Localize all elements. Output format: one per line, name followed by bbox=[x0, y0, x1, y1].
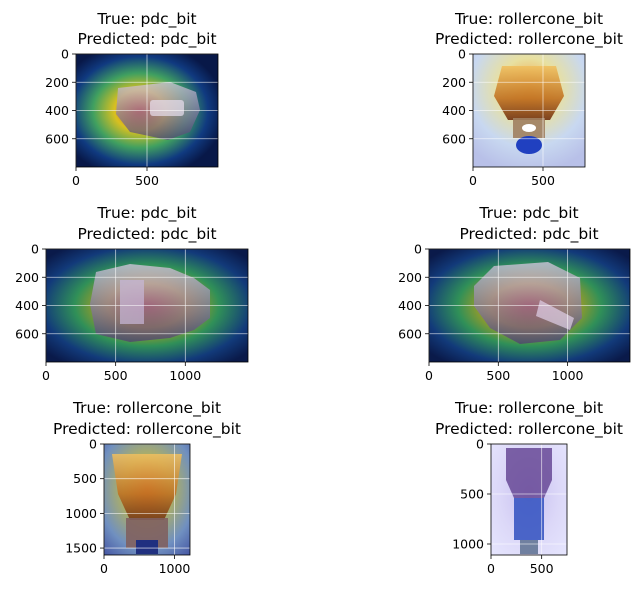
panel-3-x-tick-label-2: 1000 bbox=[169, 368, 201, 383]
panel-3-y-tick-label-3: 600 bbox=[15, 326, 39, 341]
panel-4-y-tick-label-3: 600 bbox=[398, 326, 422, 341]
panel-5-y-tick-label-0: 0 bbox=[89, 437, 97, 452]
panel-2-x-tick-label-0: 0 bbox=[469, 173, 477, 188]
panel-3-y-tick-label-1: 200 bbox=[15, 270, 39, 285]
panel-1-y-tick-label-3: 600 bbox=[45, 131, 69, 146]
panel-6-x-tick-label-0: 0 bbox=[487, 561, 495, 576]
panel-6-frame bbox=[490, 443, 568, 556]
panel-6-y-tick-label-2: 1000 bbox=[452, 537, 484, 552]
panel-5-image bbox=[104, 444, 190, 555]
panel-4-title-line-1: True: pdc_bit bbox=[478, 204, 578, 223]
panel-2-y-tick-label-1: 200 bbox=[442, 75, 466, 90]
panel-2-axes: 0 500 0 200 400 600 bbox=[442, 47, 586, 188]
panel-2-y-tick-label-2: 400 bbox=[442, 103, 466, 118]
panel-1-x-tick-label-1: 500 bbox=[135, 173, 159, 188]
panel-2-title-line-1: True: rollercone_bit bbox=[454, 10, 603, 29]
panel-3-x-tick-label-1: 500 bbox=[104, 368, 128, 383]
panel-6-y-tick-label-1: 500 bbox=[460, 487, 484, 502]
panel-3-axes: 0 500 1000 0 200 400 600 bbox=[15, 242, 249, 383]
panel-6-x-tick-label-1: 500 bbox=[530, 561, 554, 576]
panel-3-y-tick-label-0: 0 bbox=[31, 242, 39, 257]
panel-5-frame bbox=[103, 443, 191, 556]
panel-4-axes: 0 500 1000 0 200 400 600 bbox=[398, 242, 631, 383]
panel-1-y-tick-label-0: 0 bbox=[61, 47, 69, 62]
panel-2-y-tick-label-0: 0 bbox=[458, 47, 466, 62]
panel-1-title-line-1: True: pdc_bit bbox=[96, 10, 196, 29]
panel-2-x-tick-label-1: 500 bbox=[531, 173, 555, 188]
panel-4-x-tick-label-2: 1000 bbox=[552, 368, 584, 383]
panel-5-title-line-2: Predicted: rollercone_bit bbox=[53, 420, 241, 439]
panel-1-axes: 0 500 0 200 400 600 bbox=[45, 47, 219, 188]
panel-3-x-tick-label-0: 0 bbox=[42, 368, 50, 383]
panel-6-title-line-1: True: rollercone_bit bbox=[454, 399, 603, 418]
panel-1-title-line-2: Predicted: pdc_bit bbox=[77, 30, 216, 49]
panel-6-title-line-2: Predicted: rollercone_bit bbox=[435, 420, 623, 439]
panel-4-y-tick-label-2: 400 bbox=[398, 298, 422, 313]
panel-4-y-tick-label-1: 200 bbox=[398, 270, 422, 285]
panel-5-x-tick-label-0: 0 bbox=[100, 561, 108, 576]
panel-1-x-tick-label-0: 0 bbox=[72, 173, 80, 188]
panel-titles: True: pdc_bit Predicted: pdc_bit True: r… bbox=[53, 10, 623, 439]
panel-2-title-line-2: Predicted: rollercone_bit bbox=[435, 30, 623, 49]
panel-5-y-tick-label-1: 500 bbox=[73, 471, 97, 486]
panel-5-y-tick-label-2: 1000 bbox=[65, 506, 97, 521]
panel-1-y-tick-label-1: 200 bbox=[45, 75, 69, 90]
panel-4-y-tick-label-0: 0 bbox=[414, 242, 422, 257]
panel-6-image bbox=[491, 444, 567, 555]
panel-4-x-tick-label-0: 0 bbox=[425, 368, 433, 383]
panel-5-y-tick-label-3: 1500 bbox=[65, 541, 97, 556]
panel-4-x-tick-label-1: 500 bbox=[486, 368, 510, 383]
panel-2-y-tick-label-3: 600 bbox=[442, 131, 466, 146]
panel-5-title-line-1: True: rollercone_bit bbox=[72, 399, 221, 418]
panel-3-y-tick-label-2: 400 bbox=[15, 298, 39, 313]
panel-6-axes: 0 500 0 500 1000 bbox=[452, 437, 568, 576]
panel-5-axes: 0 1000 0 500 1000 1500 bbox=[65, 437, 190, 577]
panel-3-title-line-1: True: pdc_bit bbox=[96, 204, 196, 223]
panel-5-x-tick-label-1: 1000 bbox=[159, 561, 191, 576]
panel-4-title-line-2: Predicted: pdc_bit bbox=[459, 225, 598, 244]
panel-3-title-line-2: Predicted: pdc_bit bbox=[77, 225, 216, 244]
panel-1-y-tick-label-2: 400 bbox=[45, 103, 69, 118]
panel-6-y-tick-label-0: 0 bbox=[476, 437, 484, 452]
